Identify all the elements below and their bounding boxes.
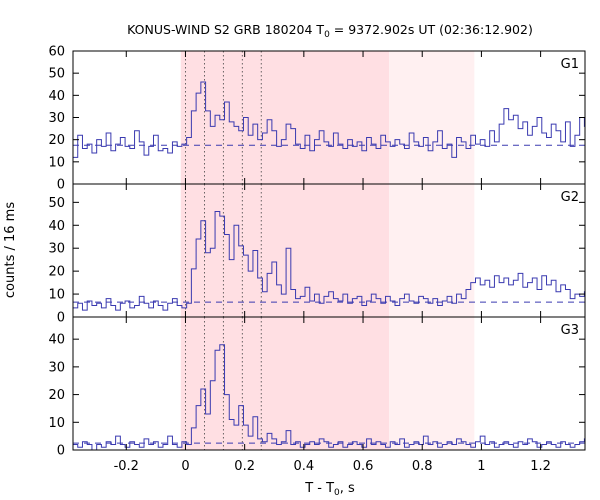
x-axis-title: T - T0, s: [304, 481, 355, 498]
panel-g3: 0 10 20 30 40 G3: [48, 316, 586, 459]
y-tick-label: 40: [48, 333, 65, 348]
panel-g1: 0 10 20 30 40 50 60 G1: [48, 45, 586, 193]
x-tick-label: 0: [181, 459, 189, 474]
panel-content: [73, 317, 585, 450]
y-tick-label: 30: [48, 111, 65, 126]
panel-label: G2: [561, 190, 579, 205]
panel-content: [73, 51, 585, 184]
x-tick-label: -0.2: [114, 459, 139, 474]
y-tick-label: 20: [48, 133, 65, 148]
y-tick-label: 10: [48, 155, 65, 170]
lightcurve-g3: [73, 344, 585, 450]
x-tick-label: 1.2: [530, 459, 551, 474]
lightcurve-g1: [73, 81, 585, 158]
y-tick-label: 50: [48, 67, 65, 82]
y-tick-label: 50: [48, 196, 65, 211]
panel-frame: [72, 316, 586, 451]
panel-label: G1: [561, 57, 579, 72]
y-tick-label: 20: [48, 388, 65, 403]
y-tick-label: 0: [57, 444, 65, 459]
panel-g2: 0 10 20 30 40 50 G2: [48, 183, 586, 326]
title-rest: = 9372.902s UT (02:36:12.902): [330, 22, 533, 37]
y-tick-label: 60: [48, 45, 65, 60]
y-tick-label: 30: [48, 360, 65, 375]
panel-content: [73, 184, 585, 317]
xlabel-main: T - T: [304, 481, 334, 496]
y-tick-label: 20: [48, 265, 65, 280]
shaded-region-1: [180, 184, 390, 317]
x-tick-label: 0.6: [353, 459, 374, 474]
y-tick-label: 30: [48, 242, 65, 257]
panel-label: G3: [561, 323, 579, 338]
x-tick-label: 0.4: [294, 459, 315, 474]
xlabel-subscript: 0: [334, 488, 340, 498]
y-tick-label: 0: [57, 311, 65, 326]
y-tick-label: 10: [48, 288, 65, 303]
chart-title: KONUS-WIND S2 GRB 180204 T0 = 9372.902s …: [127, 22, 533, 40]
xlabel-rest: , s: [340, 481, 355, 496]
shaded-region-2: [389, 317, 475, 450]
y-tick-label: 40: [48, 219, 65, 234]
y-tick-label: 10: [48, 416, 65, 431]
shaded-region-2: [389, 184, 475, 317]
shaded-region-1: [180, 317, 390, 450]
shaded-region-2: [389, 51, 475, 184]
y-tick-label: 0: [57, 178, 65, 193]
shaded-region-1: [180, 51, 390, 184]
y-tick-label: 40: [48, 89, 65, 104]
y-axis-title: counts / 16 ms: [3, 202, 18, 298]
x-tick-label: 0.8: [412, 459, 433, 474]
lightcurve-g2: [73, 211, 585, 311]
x-tick-label: 0.2: [234, 459, 255, 474]
x-tick-label: 1: [477, 459, 485, 474]
title-main: KONUS-WIND S2 GRB 180204 T: [127, 22, 324, 37]
title-subscript: 0: [324, 30, 330, 40]
